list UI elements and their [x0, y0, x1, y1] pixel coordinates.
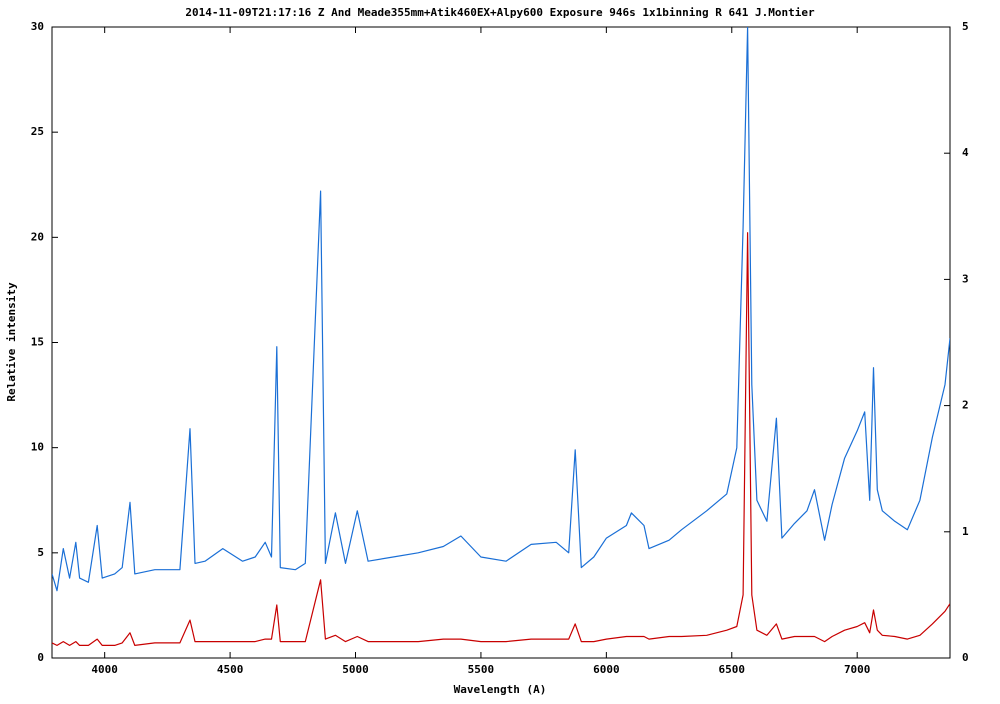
y-tick-label: 10 — [31, 441, 44, 454]
x-tick-label: 7000 — [844, 663, 871, 676]
y-tick-label: 0 — [37, 651, 44, 664]
y-tick-label: 5 — [37, 546, 44, 559]
x-tick-label: 5000 — [342, 663, 369, 676]
y2-tick-label: 3 — [962, 272, 969, 285]
y2-tick-label: 1 — [962, 525, 969, 538]
y-tick-label: 15 — [31, 336, 44, 349]
x-tick-label: 6500 — [719, 663, 746, 676]
spectrum-line — [52, 232, 950, 646]
y2-tick-label: 5 — [962, 20, 969, 33]
x-tick-label: 5500 — [468, 663, 495, 676]
plot-frame — [51, 26, 951, 659]
y-tick-label: 30 — [31, 20, 44, 33]
x-tick-label: 6000 — [593, 663, 620, 676]
y2-tick-label: 4 — [962, 146, 969, 159]
y2-tick-label: 2 — [962, 399, 969, 412]
x-tick-label: 4000 — [91, 663, 118, 676]
y-tick-label: 20 — [31, 230, 44, 243]
y-tick-label: 25 — [31, 125, 44, 138]
chart-title: 2014-11-09T21:17:16 Z And Meade355mm+Ati… — [185, 6, 815, 19]
y2-tick-label: 0 — [962, 651, 969, 664]
spectrum-line — [52, 27, 950, 592]
y-axis-label: Relative intensity — [5, 282, 18, 402]
x-axis-label: Wavelength (A) — [454, 683, 547, 696]
x-tick-label: 4500 — [217, 663, 244, 676]
